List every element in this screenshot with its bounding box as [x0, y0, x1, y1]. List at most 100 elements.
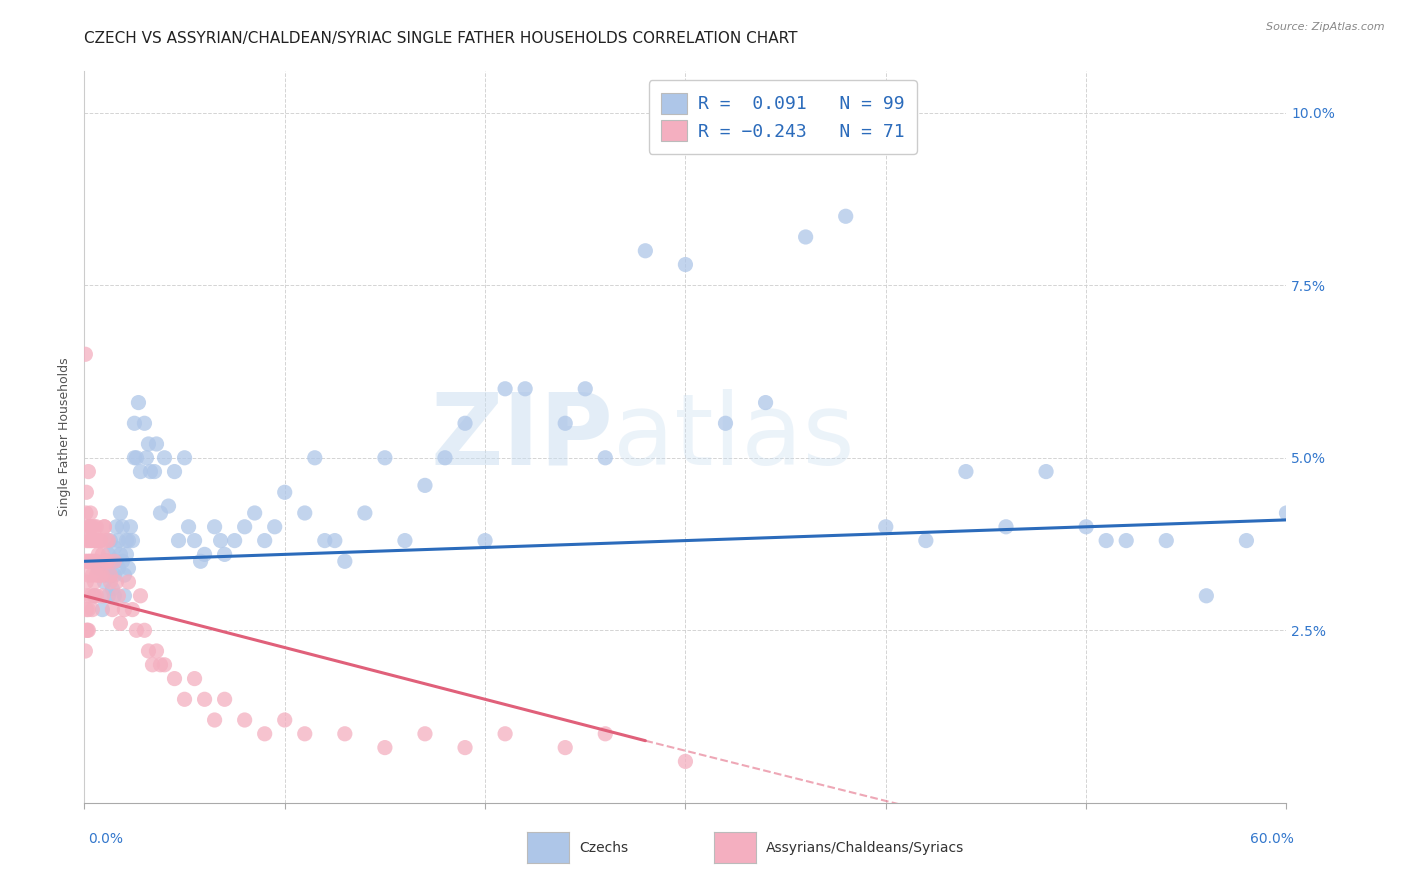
Point	[83, 574, 105, 589]
Point	[110, 506, 132, 520]
Point	[233, 713, 256, 727]
Point	[107, 589, 129, 603]
Point	[755, 395, 778, 409]
Point	[101, 602, 124, 616]
Point	[121, 602, 143, 616]
Point	[554, 740, 576, 755]
Point	[117, 533, 139, 548]
Y-axis label: Single Father Households: Single Father Households	[58, 358, 72, 516]
Point	[253, 727, 276, 741]
Point	[139, 465, 162, 479]
Point	[494, 382, 516, 396]
Point	[82, 568, 104, 582]
Point	[83, 533, 105, 548]
Point	[675, 755, 697, 769]
Point	[194, 692, 217, 706]
Point	[574, 382, 596, 396]
Point	[86, 589, 108, 603]
Point	[135, 450, 157, 465]
Point	[76, 624, 98, 638]
Point	[163, 672, 186, 686]
Point	[294, 506, 316, 520]
Text: Czechs: Czechs	[579, 841, 628, 855]
Point	[214, 692, 236, 706]
Point	[194, 548, 217, 562]
Point	[91, 548, 114, 562]
Point	[101, 582, 124, 596]
Point	[79, 589, 101, 603]
Point	[91, 568, 114, 582]
Point	[253, 533, 276, 548]
Point	[413, 727, 436, 741]
Point	[77, 520, 100, 534]
Point	[110, 548, 132, 562]
Point	[394, 533, 416, 548]
Point	[82, 533, 104, 548]
Point	[1035, 465, 1057, 479]
Point	[82, 554, 104, 568]
Point	[149, 506, 172, 520]
Point	[915, 533, 938, 548]
Point	[75, 506, 97, 520]
Point	[83, 554, 105, 568]
Point	[1295, 533, 1317, 548]
Point	[153, 450, 176, 465]
Point	[214, 548, 236, 562]
Point	[75, 485, 97, 500]
Point	[138, 644, 160, 658]
Point	[134, 624, 156, 638]
Point	[1076, 520, 1098, 534]
Point	[454, 740, 477, 755]
Point	[103, 589, 125, 603]
Point	[955, 465, 977, 479]
Point	[374, 740, 396, 755]
Point	[86, 554, 108, 568]
Point	[100, 574, 122, 589]
Point	[96, 568, 118, 582]
Point	[76, 589, 98, 603]
Point	[103, 568, 125, 582]
Point	[96, 533, 118, 548]
Point	[145, 644, 167, 658]
Point	[204, 713, 226, 727]
Point	[105, 554, 128, 568]
Point	[134, 417, 156, 431]
Point	[115, 548, 138, 562]
Point	[91, 602, 114, 616]
Point	[114, 568, 135, 582]
Point	[1115, 533, 1137, 548]
Point	[75, 644, 97, 658]
Point	[129, 589, 152, 603]
Point	[243, 506, 266, 520]
Point	[111, 520, 134, 534]
Point	[354, 506, 377, 520]
Text: atlas: atlas	[613, 389, 855, 485]
Point	[183, 533, 205, 548]
Point	[93, 554, 115, 568]
Point	[100, 568, 122, 582]
Point	[79, 554, 101, 568]
Point	[145, 437, 167, 451]
Point	[141, 657, 163, 672]
Point	[103, 541, 125, 555]
Point	[314, 533, 336, 548]
Point	[304, 450, 326, 465]
Point	[157, 499, 180, 513]
Point	[93, 554, 115, 568]
Point	[163, 465, 186, 479]
Point	[794, 230, 817, 244]
Point	[515, 382, 537, 396]
Text: 0.0%: 0.0%	[89, 832, 124, 846]
Point	[294, 727, 316, 741]
Point	[79, 506, 101, 520]
Text: CZECH VS ASSYRIAN/CHALDEAN/SYRIAC SINGLE FATHER HOUSEHOLDS CORRELATION CHART: CZECH VS ASSYRIAN/CHALDEAN/SYRIAC SINGLE…	[84, 31, 797, 46]
Point	[107, 561, 129, 575]
Point	[125, 624, 148, 638]
Point	[454, 417, 477, 431]
Point	[190, 554, 212, 568]
Point	[1156, 533, 1178, 548]
Text: ZIP: ZIP	[430, 389, 613, 485]
Point	[75, 533, 97, 548]
Point	[93, 520, 115, 534]
Point	[97, 554, 120, 568]
